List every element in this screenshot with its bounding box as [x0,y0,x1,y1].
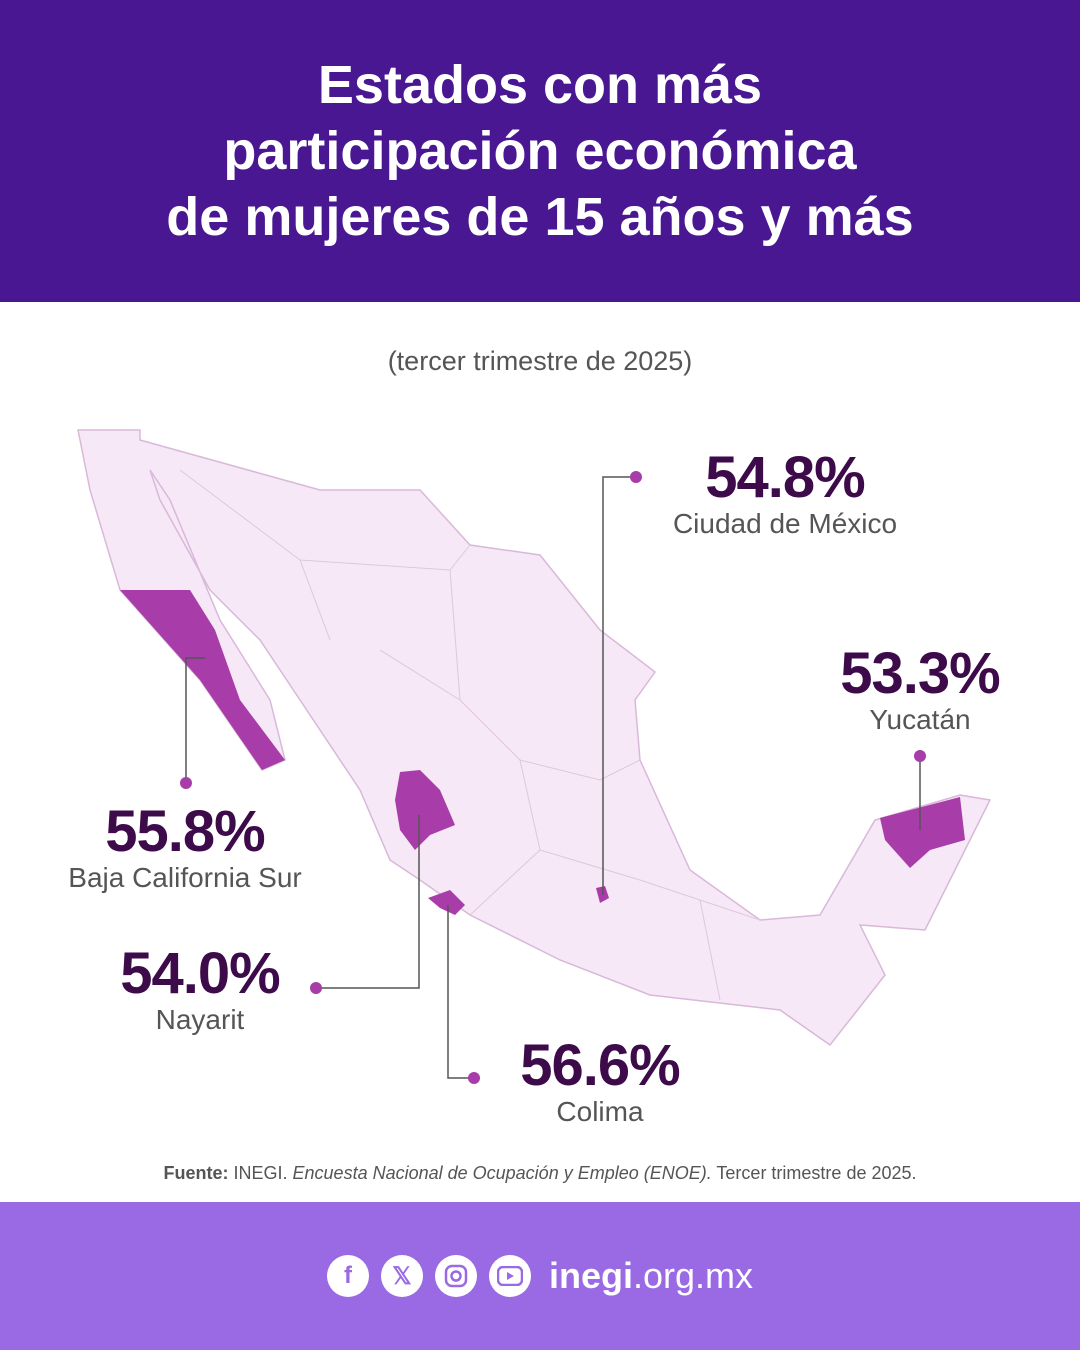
source-label: Fuente: [163,1163,229,1183]
state-name: Yucatán [869,704,971,735]
value: 56.6% [520,1033,680,1098]
site-rest: .org.mx [632,1255,754,1296]
state-borders [179,469,761,1001]
source-period: Tercer trimestre de 2025. [716,1163,917,1183]
state-name: Colima [556,1096,644,1127]
state-nayarit [395,770,455,850]
label-colima: 56.6% Colima [480,1036,720,1128]
label-yucatan: 53.3% Yucatán [790,644,1050,736]
page-title: Estados con más participación económica … [166,55,914,247]
value: 54.8% [705,445,865,510]
value: 53.3% [840,641,1000,706]
value: 55.8% [105,799,265,864]
footer: f 𝕏 inegi.org.mx [0,1202,1080,1350]
state-name: Nayarit [155,1004,245,1035]
state-yucatan [880,797,965,868]
state-name: Ciudad de México [672,508,898,539]
label-baja-california-sur: 55.8% Baja California Sur [40,802,330,894]
leader-dots [180,471,926,1084]
site-bold: inegi [548,1255,633,1296]
state-baja-california-sur [120,590,285,770]
youtube-icon[interactable] [488,1255,531,1297]
x-icon[interactable]: 𝕏 [380,1255,423,1297]
header: Estados con más participación económica … [0,0,1080,302]
facebook-icon[interactable]: f [326,1255,369,1297]
source-survey: Encuesta Nacional de Ocupación y Empleo … [292,1163,712,1183]
mexico-map [77,429,992,1084]
source-org: INEGI. [233,1163,288,1183]
state-name: Baja California Sur [68,862,302,893]
subtitle: (tercer trimestre de 2025) [387,346,693,376]
website-link[interactable]: inegi.org.mx [549,1255,753,1297]
instagram-icon[interactable] [434,1255,477,1297]
source-note: Fuente: INEGI. Encuesta Nacional de Ocup… [0,1163,1080,1184]
label-nayarit: 54.0% Nayarit [80,944,320,1036]
mexico-outline [77,429,992,1047]
state-colima [428,890,465,915]
value: 54.0% [120,941,280,1006]
leader-lines [185,476,921,1079]
label-ciudad-de-mexico: 54.8% Ciudad de México [640,448,930,540]
